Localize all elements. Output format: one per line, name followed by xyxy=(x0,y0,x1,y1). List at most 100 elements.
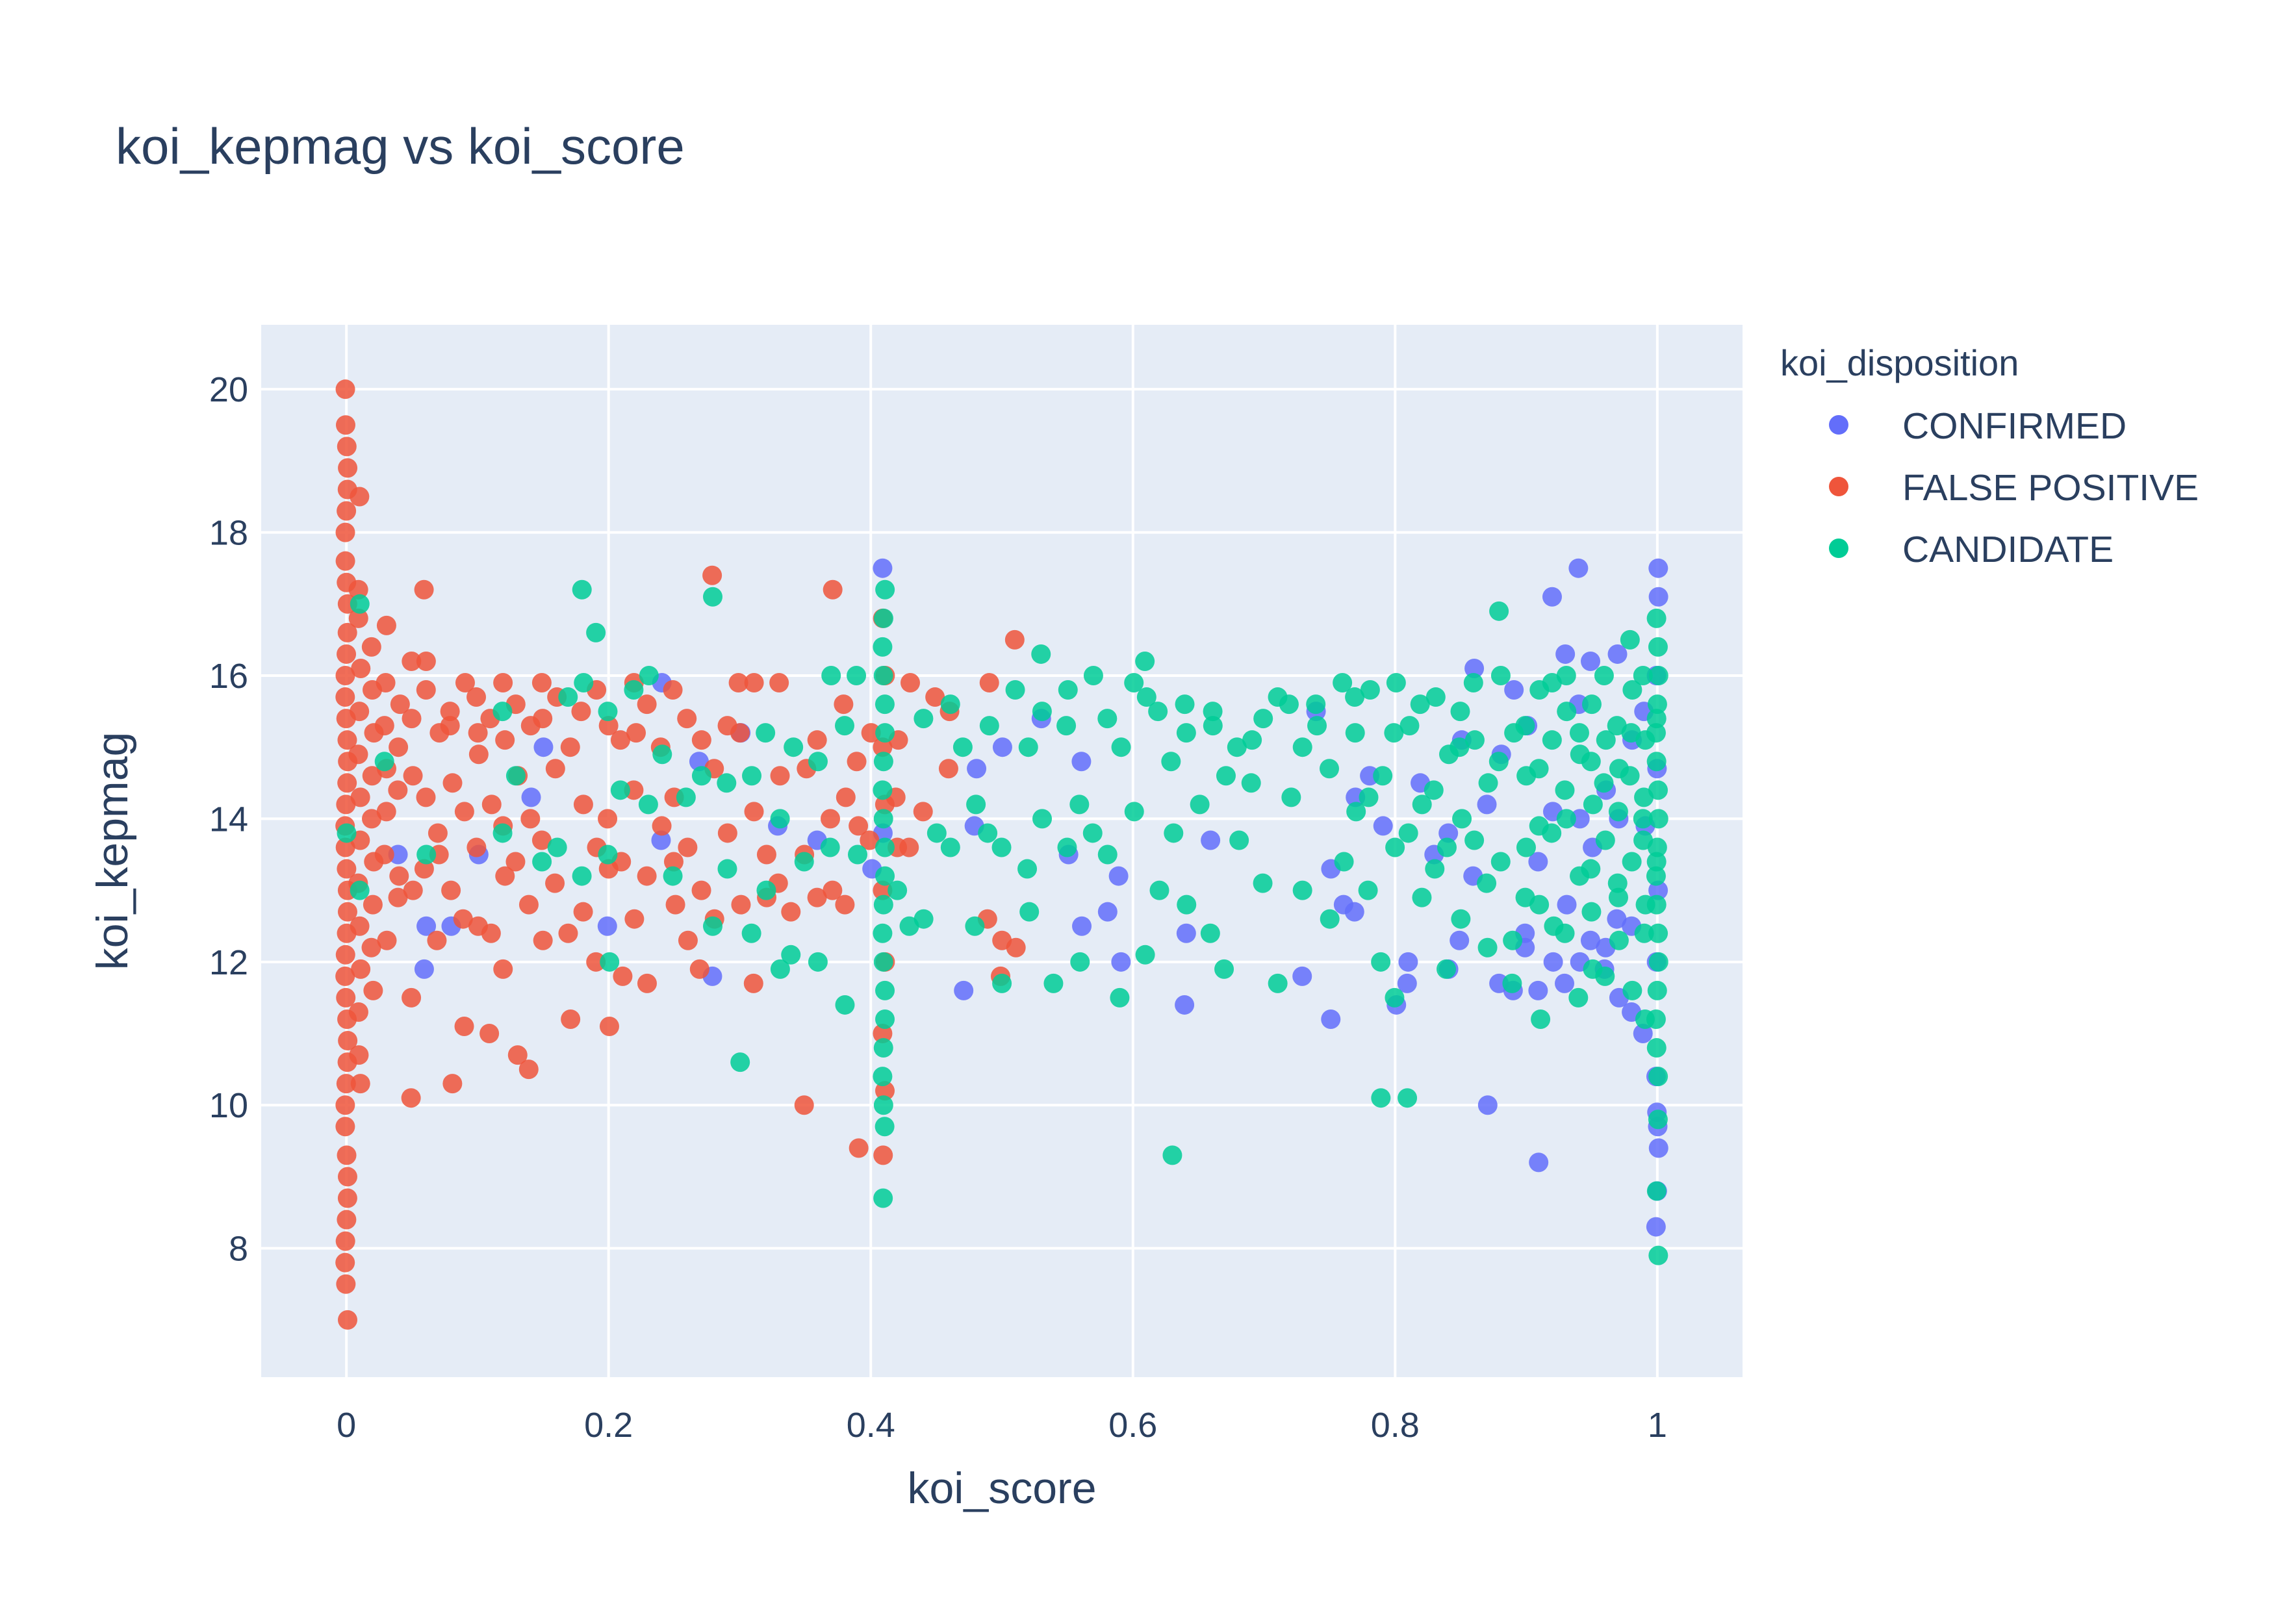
legend-label: CONFIRMED xyxy=(1902,405,2127,447)
data-point xyxy=(637,866,657,886)
legend-item[interactable]: CANDIDATE xyxy=(1829,529,2114,570)
data-point xyxy=(1437,959,1457,979)
data-point xyxy=(873,752,893,772)
data-point xyxy=(717,773,737,793)
data-point xyxy=(337,1310,357,1330)
data-point xyxy=(1360,680,1380,700)
data-point xyxy=(744,802,764,822)
data-point xyxy=(1607,909,1627,929)
data-point xyxy=(1648,923,1668,943)
data-point xyxy=(1176,923,1196,943)
data-point xyxy=(1032,702,1052,722)
data-point xyxy=(1488,752,1509,772)
data-point xyxy=(1648,1110,1668,1130)
data-point xyxy=(337,730,357,750)
data-point xyxy=(1528,852,1548,872)
data-point xyxy=(678,930,698,950)
data-point xyxy=(466,687,487,707)
legend-item[interactable]: CONFIRMED xyxy=(1829,405,2127,447)
data-point xyxy=(337,1167,357,1187)
data-point xyxy=(637,973,657,993)
data-point xyxy=(547,837,567,857)
data-point xyxy=(1214,959,1234,979)
data-point xyxy=(598,859,619,879)
data-point xyxy=(1622,852,1642,872)
data-point xyxy=(978,823,998,843)
legend-item[interactable]: FALSE POSITIVE xyxy=(1829,467,2199,509)
data-point xyxy=(1334,852,1354,872)
data-point xyxy=(1359,787,1379,807)
data-point xyxy=(1071,752,1092,772)
legend-label: CANDIDATE xyxy=(1902,529,2114,570)
data-point xyxy=(1043,973,1064,993)
y-tick-label: 16 xyxy=(209,657,248,696)
legend-label: FALSE POSITIVE xyxy=(1902,467,2199,509)
data-point xyxy=(940,694,960,715)
data-point xyxy=(873,608,893,628)
data-point xyxy=(1018,737,1038,757)
legend-marker xyxy=(1829,477,1848,496)
data-point xyxy=(1489,601,1509,621)
data-point xyxy=(794,1095,814,1115)
data-point xyxy=(1529,1152,1549,1173)
data-point xyxy=(1646,1217,1666,1237)
data-point xyxy=(336,1074,356,1094)
data-point xyxy=(1594,773,1614,793)
data-point xyxy=(586,622,606,642)
data-point xyxy=(888,880,908,900)
data-point xyxy=(348,1002,368,1022)
data-point xyxy=(769,673,789,693)
data-point xyxy=(1609,759,1629,779)
data-point xyxy=(1646,866,1666,886)
data-point xyxy=(1478,773,1498,793)
data-point xyxy=(337,773,357,793)
data-point xyxy=(521,787,541,807)
data-point xyxy=(702,916,722,936)
data-point xyxy=(1384,723,1404,743)
data-point xyxy=(873,923,893,943)
data-point xyxy=(875,980,895,1000)
data-point xyxy=(835,894,855,915)
data-point xyxy=(1410,694,1430,715)
data-point xyxy=(598,716,619,736)
data-point xyxy=(849,816,869,836)
data-point xyxy=(1437,837,1457,857)
data-point xyxy=(873,780,893,800)
data-point xyxy=(1345,723,1365,743)
data-point xyxy=(821,666,841,685)
data-point xyxy=(390,694,410,715)
data-point xyxy=(532,852,552,872)
data-point xyxy=(821,809,841,829)
data-point xyxy=(348,579,368,600)
data-point xyxy=(348,608,368,628)
data-point xyxy=(1004,629,1025,650)
data-point xyxy=(1477,1095,1498,1115)
data-point xyxy=(1450,702,1470,722)
data-point xyxy=(1149,880,1169,900)
data-point xyxy=(1203,702,1223,722)
data-point xyxy=(730,723,750,743)
data-point xyxy=(335,687,355,707)
data-point xyxy=(335,522,355,542)
data-point xyxy=(1607,644,1628,664)
data-point xyxy=(1646,1181,1667,1201)
data-point xyxy=(533,737,554,757)
data-point xyxy=(1581,651,1601,671)
data-point xyxy=(1648,637,1668,657)
data-point xyxy=(1031,644,1051,664)
data-point xyxy=(336,794,356,815)
data-point xyxy=(913,709,934,729)
data-point xyxy=(505,852,526,872)
data-point xyxy=(1162,1145,1182,1165)
data-point xyxy=(1097,902,1118,922)
data-point xyxy=(610,730,630,750)
data-point xyxy=(639,666,659,685)
data-point xyxy=(533,709,553,729)
data-point xyxy=(337,859,357,879)
data-point xyxy=(1136,687,1156,707)
series-candidate xyxy=(337,579,1668,1265)
data-point xyxy=(440,702,460,722)
data-point xyxy=(479,1024,500,1044)
data-point xyxy=(610,780,630,800)
